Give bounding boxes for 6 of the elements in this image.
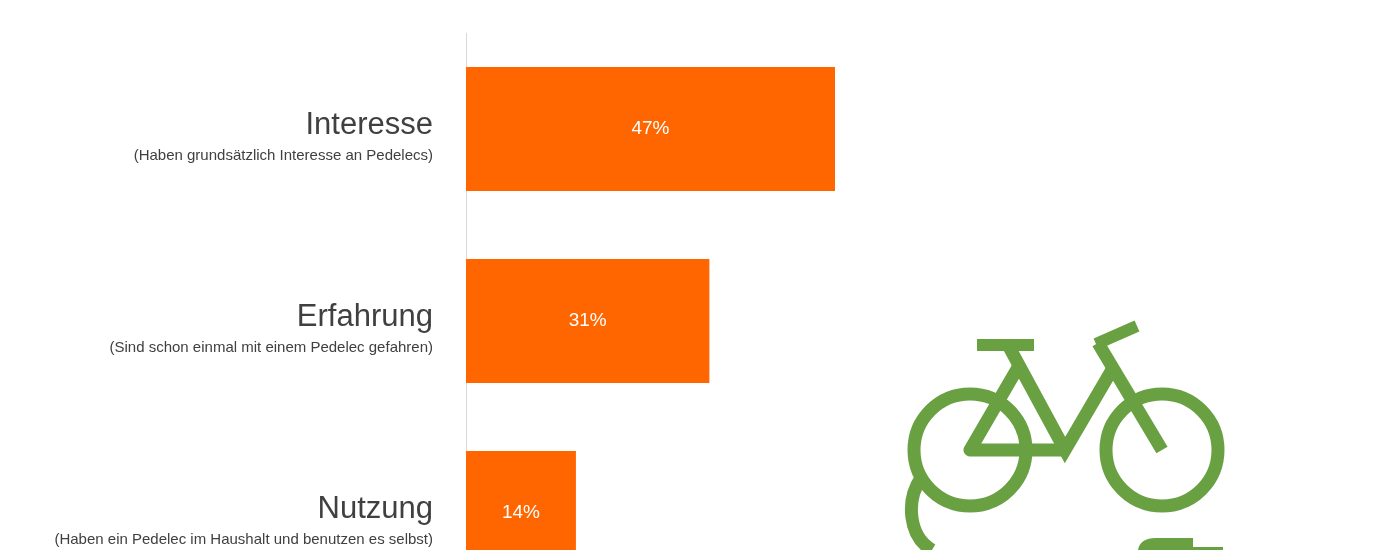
y-tick-label: Interesse (Haben grundsätzlich Interesse an Pedelecs) <box>133 105 433 164</box>
data-label: 14% <box>501 501 541 523</box>
y-tick-label: Erfahrung (Sind schon einmal mit einem Pedelec gefahren) <box>109 297 433 356</box>
y-tick-label: Nutzung (Haben ein Pedelec im Haushalt und benutzen es selbst) <box>54 489 433 548</box>
data-label: 47% <box>631 117 670 139</box>
data-label: 31% <box>568 309 607 331</box>
